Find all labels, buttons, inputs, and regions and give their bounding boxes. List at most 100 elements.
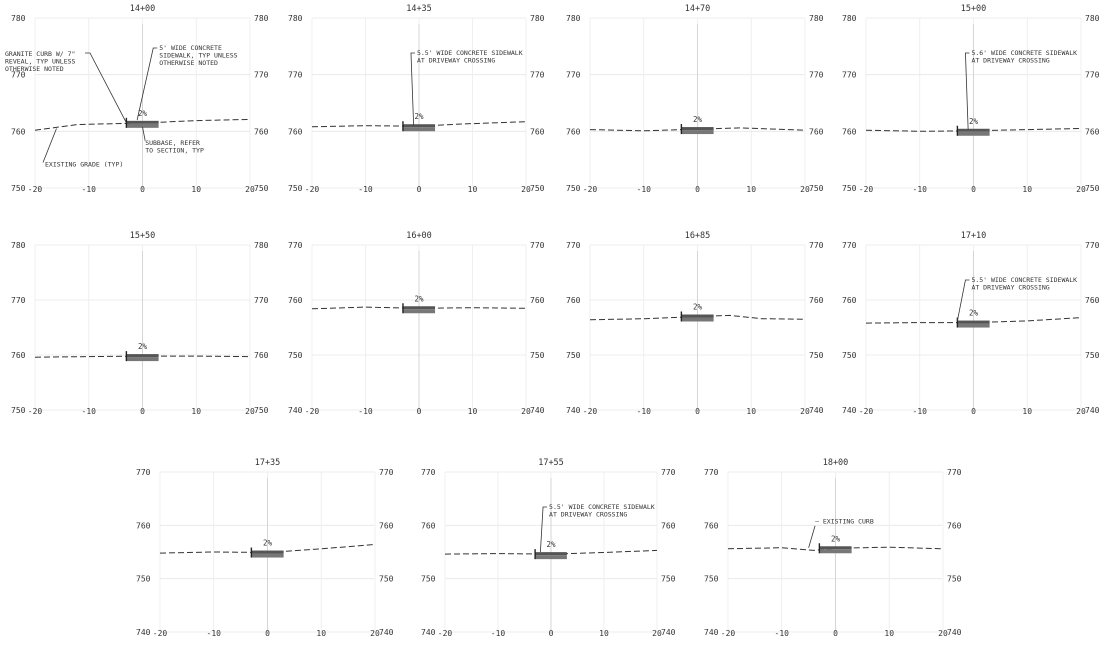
offset-label: 20 (521, 407, 531, 416)
elevation-label-left: 750 (288, 351, 303, 360)
offset-label: -20 (583, 407, 598, 416)
elevation-label-left: 770 (842, 71, 857, 80)
offset-label: 20 (521, 185, 531, 194)
elevation-label-right: 780 (254, 14, 269, 23)
existing-grade-line (589, 127, 806, 132)
offset-label: 0 (140, 407, 145, 416)
leader-line (965, 52, 970, 130)
station-label: 16+85 (685, 231, 711, 241)
subbase (251, 553, 284, 558)
note-text: AT DRIVEWAY CROSSING (971, 284, 1049, 292)
leader-line (540, 506, 548, 553)
elevation-label-right: 760 (530, 127, 545, 136)
subbase (402, 309, 436, 314)
offset-label: 0 (833, 629, 838, 638)
note-text: AT DRIVEWAY CROSSING (549, 511, 627, 519)
slope-label: 2% (969, 309, 979, 318)
sidewalk-slab (681, 127, 714, 131)
elevation-label-right: 750 (947, 575, 962, 584)
elevation-label-left: 780 (288, 14, 303, 23)
offset-label: -20 (305, 407, 320, 416)
offset-label: 20 (245, 407, 255, 416)
offset-label: -20 (28, 407, 43, 416)
note-text: 5.5' WIDE CONCRETE SIDEWALK (971, 276, 1077, 284)
elevation-label-left: 760 (11, 127, 26, 136)
elevation-label-right: 750 (530, 184, 545, 193)
leader-line (42, 128, 57, 163)
sidewalk-slab (251, 550, 284, 554)
offset-label: 0 (417, 185, 422, 194)
offset-label: 10 (599, 629, 609, 638)
offset-label: 0 (549, 629, 554, 638)
sidewalk-slab (535, 552, 567, 556)
elevation-label-right: 740 (809, 406, 824, 415)
offset-label: 10 (1022, 185, 1032, 194)
slope-label: 2% (263, 539, 273, 548)
offset-label: -10 (358, 185, 373, 194)
elevation-label-right: 750 (661, 575, 676, 584)
subbase (957, 131, 990, 136)
offset-label: 20 (938, 629, 948, 638)
sidewalk-slab (126, 120, 159, 124)
elevation-label-right: 760 (254, 127, 269, 136)
slope-label: 2% (831, 534, 841, 543)
elevation-label-left: 750 (566, 351, 581, 360)
slope-label: 2% (138, 342, 148, 351)
elevation-label-right: 740 (379, 628, 394, 637)
elevation-label-right: 780 (254, 241, 269, 250)
elevation-label-left: 740 (704, 628, 719, 637)
offset-label: 10 (468, 407, 478, 416)
note-text: SIDEWALK, TYP UNLESS (159, 52, 237, 60)
elevation-label-left: 760 (136, 521, 151, 530)
elevation-label-right: 760 (809, 127, 824, 136)
offset-label: 0 (140, 185, 145, 194)
elevation-label-right: 760 (1085, 296, 1100, 305)
offset-label: 0 (971, 407, 976, 416)
elevation-label-left: 740 (421, 628, 436, 637)
elevation-label-left: 750 (704, 575, 719, 584)
elevation-label-right: 760 (809, 296, 824, 305)
offset-label: 10 (191, 407, 201, 416)
subbase (126, 123, 159, 128)
slope-label: 2% (693, 115, 703, 124)
subbase (402, 127, 436, 132)
elevation-label-left: 760 (842, 127, 857, 136)
offset-label: -20 (28, 185, 43, 194)
offset-label: 20 (245, 185, 255, 194)
elevation-label-right: 780 (530, 14, 545, 23)
note-text: OTHERWISE NOTED (5, 65, 64, 73)
leader-line (136, 47, 158, 121)
elevation-label-left: 750 (421, 575, 436, 584)
elevation-label-right: 750 (254, 184, 269, 193)
existing-grade-line (444, 549, 658, 555)
elevation-label-right: 770 (1085, 71, 1100, 80)
slope-label: 2% (969, 117, 979, 126)
note-text: TO SECTION, TYP (145, 146, 204, 154)
offset-label: 10 (316, 629, 326, 638)
elevation-label-left: 780 (566, 14, 581, 23)
elevation-label-right: 780 (1085, 14, 1100, 23)
station-label: 17+55 (538, 458, 564, 468)
elevation-label-left: 780 (11, 14, 26, 23)
offset-label: 10 (746, 407, 756, 416)
elevation-label-right: 760 (1085, 127, 1100, 136)
note-text: AT DRIVEWAY CROSSING (971, 57, 1049, 65)
elevation-label-left: 760 (842, 296, 857, 305)
elevation-label-right: 740 (1085, 406, 1100, 415)
offset-label: 0 (971, 185, 976, 194)
elevation-label-left: 740 (842, 406, 857, 415)
station-label: 17+35 (255, 458, 281, 468)
elevation-label-left: 780 (11, 241, 26, 250)
offset-label: -10 (82, 407, 97, 416)
offset-label: 0 (695, 407, 700, 416)
offset-label: 20 (652, 629, 662, 638)
elevation-label-right: 770 (1085, 241, 1100, 250)
offset-label: -20 (305, 185, 320, 194)
slope-label: 2% (414, 294, 424, 303)
